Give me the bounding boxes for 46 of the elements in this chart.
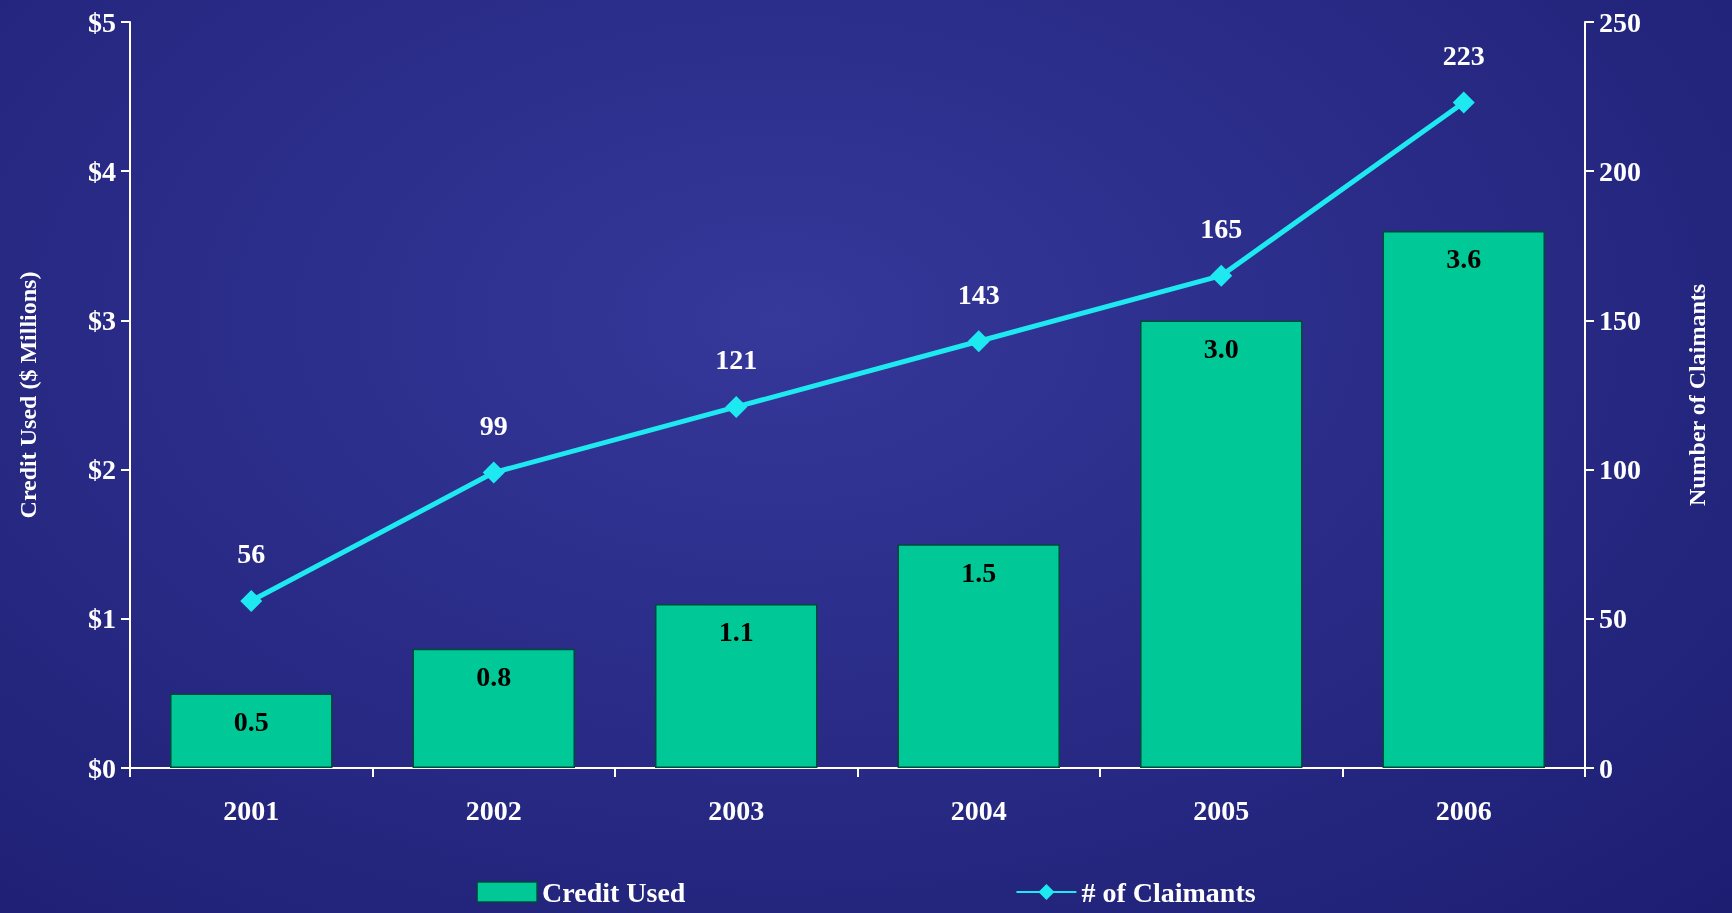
x-tick-label: 2001 <box>223 794 280 826</box>
y-tick-label: $2 <box>88 454 116 486</box>
y2-tick-label: 250 <box>1599 6 1641 38</box>
legend-label: Credit Used <box>542 876 686 908</box>
data-label: 3.6 <box>1446 243 1482 275</box>
data-label: 143 <box>957 278 1000 310</box>
y-tick-label: $4 <box>88 155 116 187</box>
bar <box>412 648 575 768</box>
bar <box>170 693 333 768</box>
y2-tick-label: 100 <box>1599 454 1641 486</box>
y2-axis-title: Number of Claimants <box>1684 283 1710 507</box>
point <box>967 330 990 353</box>
y-tick-label: $3 <box>88 304 116 336</box>
y-tick-label: $0 <box>88 752 116 784</box>
y2-tick-label: 0 <box>1599 752 1613 784</box>
data-label: 1.5 <box>961 556 997 588</box>
data-label: 99 <box>479 410 508 442</box>
y2-tick-label: 200 <box>1599 155 1641 187</box>
y-tick-label: $1 <box>88 603 116 635</box>
y2-tick-label: 150 <box>1599 304 1641 336</box>
data-label: 0.5 <box>233 705 269 737</box>
y2-tick-label: 50 <box>1599 603 1627 635</box>
point <box>1210 264 1233 287</box>
bar <box>1140 320 1303 768</box>
bar <box>1382 230 1545 768</box>
legend-label: # of Claimants <box>1081 876 1256 908</box>
point <box>1452 91 1475 114</box>
point <box>725 395 748 418</box>
point <box>240 589 263 612</box>
data-label: 3.0 <box>1203 332 1239 364</box>
x-tick-label: 2003 <box>708 794 765 826</box>
data-label: 165 <box>1200 213 1243 245</box>
x-tick-label: 2006 <box>1435 794 1492 826</box>
bar <box>655 603 818 768</box>
x-tick-label: 2002 <box>465 794 522 826</box>
x-tick-label: 2004 <box>950 794 1007 826</box>
bar <box>897 544 1060 768</box>
data-label: 0.8 <box>476 661 512 693</box>
data-label: 1.1 <box>718 616 754 648</box>
y-axis-title: Credit Used ($ Millions) <box>15 271 41 519</box>
x-tick-label: 2005 <box>1193 794 1250 826</box>
y-tick-label: $5 <box>88 6 116 38</box>
data-label: 121 <box>715 344 758 376</box>
data-label: 223 <box>1442 40 1485 72</box>
point <box>482 461 505 484</box>
data-label: 56 <box>237 538 266 570</box>
